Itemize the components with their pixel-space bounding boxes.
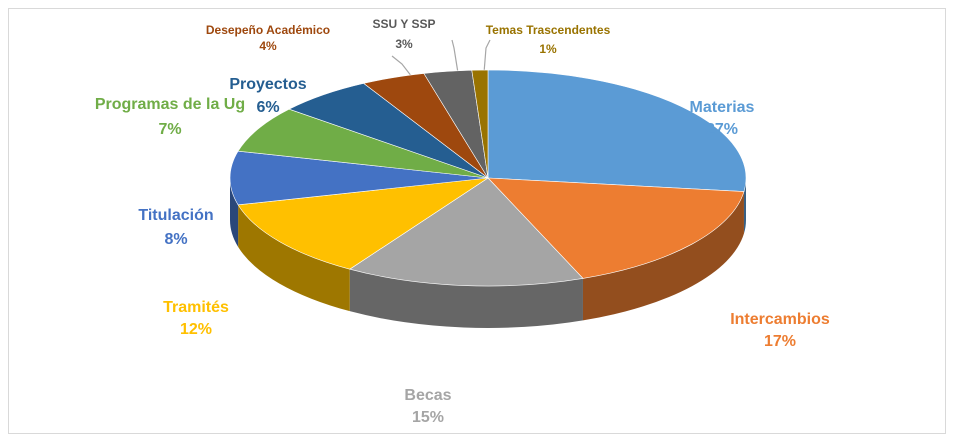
slice-label: Intercambios xyxy=(730,311,830,328)
slice xyxy=(487,177,745,279)
slice-label: Proyectos xyxy=(229,76,306,93)
slice xyxy=(237,177,489,270)
leader-line xyxy=(391,55,413,78)
slice-value-label: 15% xyxy=(412,409,444,426)
slice-value-label: 12% xyxy=(180,321,212,338)
leader-lines xyxy=(391,39,491,78)
slice-label: Temas Trascendentes xyxy=(486,23,611,37)
slice xyxy=(237,108,489,179)
slice-value-label: 7% xyxy=(158,121,181,138)
slice xyxy=(487,69,747,192)
leader-line xyxy=(483,39,491,74)
slice-side xyxy=(743,178,746,234)
slice-value-label: 8% xyxy=(164,231,187,248)
slice-label: Materias xyxy=(690,99,755,116)
slice-value-label: 4% xyxy=(259,39,277,53)
slice-value-label: 3% xyxy=(395,37,413,51)
slice-label: Titulación xyxy=(138,207,213,224)
slice-side xyxy=(230,178,239,247)
slice-value-label: 17% xyxy=(764,333,796,350)
slice-label: Tramités xyxy=(163,299,229,316)
leader-line xyxy=(451,39,459,74)
slice-label: SSU Y SSP xyxy=(373,17,436,31)
slice xyxy=(229,150,489,206)
slice-label: Programas de la Ug xyxy=(95,96,245,113)
slice-label: Becas xyxy=(404,387,451,404)
slice xyxy=(471,69,489,179)
slice-side xyxy=(349,269,583,328)
slice xyxy=(349,177,584,287)
slice-value-label: 6% xyxy=(256,99,279,116)
slice-label: Desepeño Académico xyxy=(206,23,330,37)
slice-value-label: 1% xyxy=(539,42,557,56)
slice-side xyxy=(582,191,744,321)
slice-side xyxy=(238,204,350,312)
slice-value-label: 27% xyxy=(706,121,738,138)
